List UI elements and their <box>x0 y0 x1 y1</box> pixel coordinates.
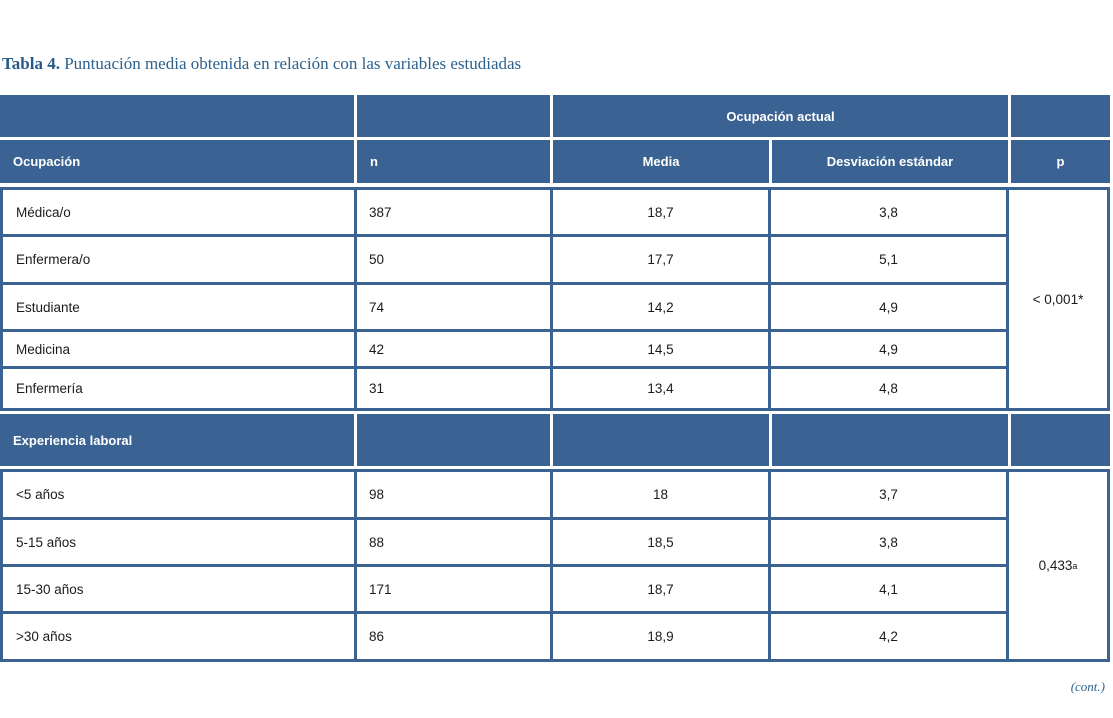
column-header-ocupacion: Ocupación <box>0 140 354 183</box>
row-label: Médica/o <box>3 190 354 234</box>
column-header-n: n <box>357 140 550 183</box>
row-label: Enfermería <box>3 369 354 408</box>
cell-de: 4,1 <box>771 567 1006 611</box>
cell-de: 4,2 <box>771 614 1006 659</box>
cell-de: 5,1 <box>771 237 1006 282</box>
cell-media: 18,9 <box>553 614 768 659</box>
cell-media: 13,4 <box>553 369 768 408</box>
row-label: <5 años <box>3 472 354 517</box>
header-span-ocupacion-actual: Ocupación actual <box>553 95 1008 137</box>
cell-n: 74 <box>357 285 550 329</box>
cell-media: 18,7 <box>553 567 768 611</box>
header-empty-cell <box>0 95 354 137</box>
header-empty-cell <box>357 95 550 137</box>
row-label: Estudiante <box>3 285 354 329</box>
cell-de: 4,9 <box>771 285 1006 329</box>
cell-media: 14,5 <box>553 332 768 366</box>
cell-media: 17,7 <box>553 237 768 282</box>
cell-n: 98 <box>357 472 550 517</box>
row-label: >30 años <box>3 614 354 659</box>
cell-de: 3,7 <box>771 472 1006 517</box>
section-header-experiencia: Experiencia laboral <box>0 414 354 466</box>
cell-media: 14,2 <box>553 285 768 329</box>
p-value-cell-experiencia: 0,433 a <box>1009 472 1107 659</box>
continuation-note: (cont.) <box>1070 679 1105 694</box>
cell-n: 171 <box>357 567 550 611</box>
cell-n: 31 <box>357 369 550 408</box>
row-label: Medicina <box>3 332 354 366</box>
section-empty-cell <box>553 414 769 466</box>
section-row-experiencia: Experiencia laboral <box>0 414 1110 466</box>
table-title: Tabla 4. Puntuación media obtenida en re… <box>2 52 521 76</box>
table-header-row-columns: Ocupación n Media Desviación estándar p <box>0 140 1110 183</box>
cell-n: 50 <box>357 237 550 282</box>
cell-de: 3,8 <box>771 190 1006 234</box>
header-empty-cell <box>1011 95 1110 137</box>
p-value-cell-ocupacion: < 0,001* <box>1009 190 1107 408</box>
section-empty-cell <box>1011 414 1110 466</box>
cell-media: 18,7 <box>553 190 768 234</box>
cell-de: 3,8 <box>771 520 1006 564</box>
table-title-number: Tabla 4. <box>2 54 60 73</box>
table-header-row-span: Ocupación actual <box>0 95 1110 137</box>
table-title-text: Puntuación media obtenida en relación co… <box>59 54 522 73</box>
cell-media: 18,5 <box>553 520 768 564</box>
data-table: Ocupación actual Ocupación n Media Desvi… <box>0 95 1110 662</box>
column-header-p: p <box>1011 140 1110 183</box>
cell-de: 4,8 <box>771 369 1006 408</box>
row-label: 15-30 años <box>3 567 354 611</box>
section-empty-cell <box>357 414 550 466</box>
p-value-text: 0,433 <box>1038 558 1073 573</box>
cell-de: 4,9 <box>771 332 1006 366</box>
section-empty-cell <box>772 414 1008 466</box>
cell-n: 86 <box>357 614 550 659</box>
column-header-media: Media <box>553 140 769 183</box>
row-label: 5-15 años <box>3 520 354 564</box>
cell-n: 88 <box>357 520 550 564</box>
cell-media: 18 <box>553 472 768 517</box>
column-header-desviacion: Desviación estándar <box>772 140 1008 183</box>
cell-n: 387 <box>357 190 550 234</box>
row-label: Enfermera/o <box>3 237 354 282</box>
table-group-ocupacion: Médica/o 387 18,7 3,8 < 0,001* Enfermera… <box>0 187 1110 411</box>
table-group-experiencia: <5 años 98 18 3,7 0,433 a 5-15 años 88 18… <box>0 469 1110 662</box>
cell-n: 42 <box>357 332 550 366</box>
